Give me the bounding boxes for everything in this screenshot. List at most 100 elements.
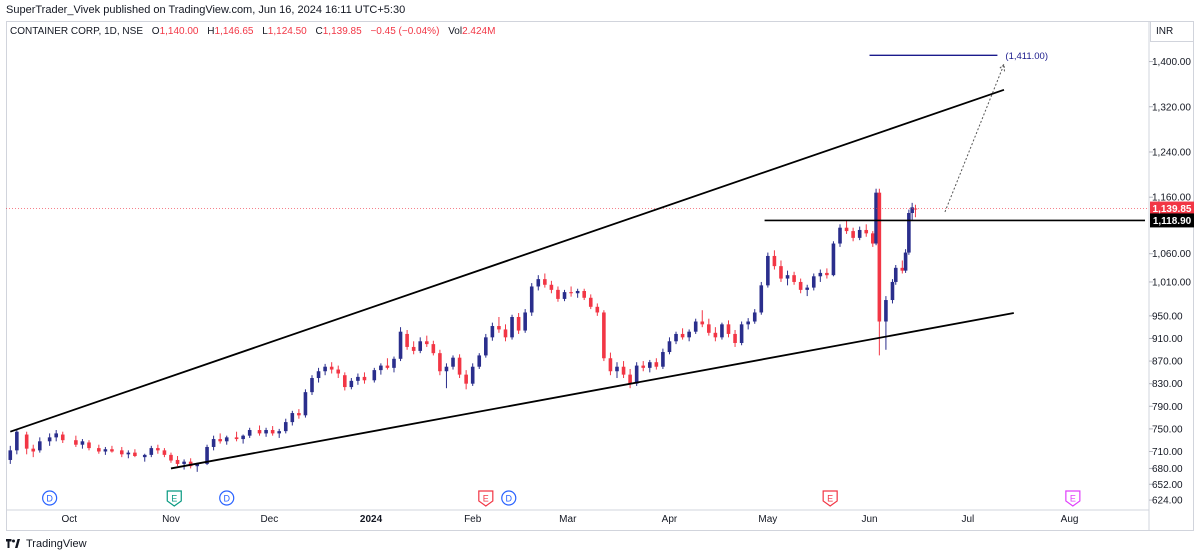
candle: [283, 418, 288, 434]
volume-value: 2.424M: [462, 26, 496, 37]
candle-body: [693, 321, 698, 332]
candle-body: [405, 333, 409, 347]
candle-body: [316, 371, 321, 379]
event-marker-label: D: [46, 494, 53, 504]
candle-body: [418, 341, 423, 351]
candle: [110, 445, 114, 453]
candle: [418, 337, 423, 354]
candle-body: [438, 353, 442, 372]
candle-body: [910, 207, 914, 214]
event-marker-label: D: [223, 494, 230, 504]
candle: [385, 358, 390, 370]
publisher-bar: SuperTrader_Vivek published on TradingVi…: [0, 0, 1200, 20]
candle-body: [900, 267, 905, 271]
close-value: 1,139.85: [322, 26, 362, 37]
candle-body: [851, 231, 855, 238]
candle: [772, 250, 777, 270]
candle: [549, 280, 554, 294]
projection-arrow: [944, 64, 1005, 213]
candle: [87, 440, 91, 451]
dividend-marker-circle: [219, 490, 235, 506]
price-tick-label: 710.00: [1152, 447, 1183, 458]
candle-body: [126, 452, 131, 455]
candle-body: [175, 459, 180, 464]
event-marker-label: D: [506, 494, 513, 504]
candle: [674, 331, 678, 345]
candle: [621, 361, 626, 379]
footer: TradingView: [0, 533, 1200, 555]
candle-body: [103, 449, 108, 452]
candle: [825, 268, 829, 279]
candle-body: [785, 275, 790, 279]
candle: [543, 273, 547, 288]
candle-body: [392, 358, 396, 368]
candle: [349, 378, 354, 390]
candle-body: [424, 341, 429, 345]
tradingview-brand[interactable]: TradingView: [6, 538, 87, 550]
candle-body: [372, 370, 377, 381]
time-tick-label: Jun: [861, 514, 877, 525]
candle: [175, 456, 180, 467]
candle: [628, 368, 632, 389]
dividend-marker-circle: [501, 490, 517, 506]
candle: [884, 296, 888, 350]
candle: [270, 426, 275, 436]
candle: [424, 335, 429, 347]
event-marker-label: E: [483, 494, 489, 504]
candle-body: [543, 279, 547, 285]
candle: [877, 188, 882, 356]
chart-frame[interactable]: [6, 21, 1194, 531]
candle-body: [169, 454, 173, 461]
drawings: (1,411.00): [6, 51, 1149, 470]
candle: [362, 372, 367, 384]
candle: [15, 430, 19, 455]
time-tick-label: Nov: [162, 514, 180, 525]
candle: [316, 367, 321, 383]
candle-body: [503, 329, 508, 338]
candle-body: [80, 441, 85, 445]
candle: [149, 445, 154, 458]
earnings-marker-shape: [166, 490, 182, 507]
last-price-tag: 1,139.85: [1150, 201, 1194, 216]
candle-body: [290, 413, 295, 423]
candle-body: [283, 422, 288, 432]
event-marker-label: E: [827, 494, 833, 504]
level-price-tag: 1,118.90: [1150, 213, 1194, 228]
candle: [864, 224, 869, 237]
candle: [667, 337, 672, 355]
price-tick-label: 652.00: [1152, 480, 1183, 491]
price-tick-label: 624.00: [1152, 496, 1183, 507]
candle-body: [133, 452, 137, 457]
candle-body: [470, 366, 475, 384]
candle: [211, 435, 216, 451]
currency-label[interactable]: INR: [1150, 22, 1194, 42]
candle: [654, 358, 659, 370]
candle-body: [805, 287, 810, 290]
candle: [31, 444, 36, 458]
candle-body: [641, 365, 646, 368]
candle: [907, 209, 911, 255]
candle-body: [766, 255, 770, 286]
high-value: 1,146.65: [214, 26, 254, 37]
candle-body: [264, 430, 268, 434]
candle: [503, 324, 508, 342]
candle: [290, 410, 295, 426]
last-price-tag-bg: [1150, 201, 1194, 216]
level-price-tag-label: 1,118.90: [1153, 216, 1192, 227]
candle-body: [195, 463, 200, 467]
candle: [97, 444, 101, 454]
symbol-info[interactable]: CONTAINER CORP, 1D, NSE: [10, 26, 143, 37]
candle: [126, 450, 131, 459]
price-tick-label: 1,010.00: [1152, 277, 1191, 288]
candle-body: [323, 366, 327, 372]
candle: [792, 271, 796, 285]
event-marker-label: E: [1070, 494, 1076, 504]
candle: [444, 363, 449, 389]
target-label: (1,411.00): [1005, 51, 1048, 62]
candle-body: [700, 321, 705, 325]
candle: [818, 269, 823, 282]
candle: [484, 333, 488, 358]
candle: [890, 279, 895, 304]
